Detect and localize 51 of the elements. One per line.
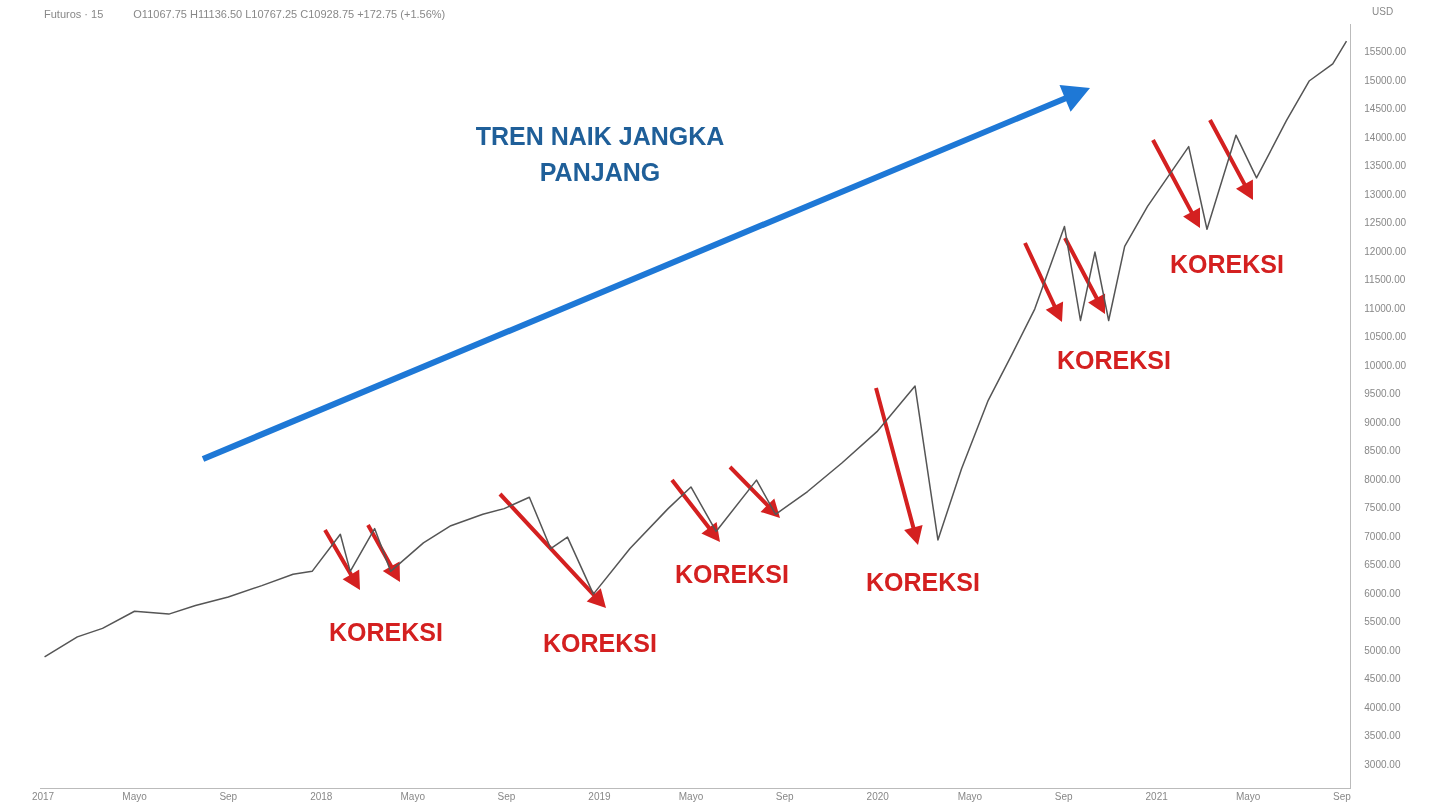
- x-tick-label: Sep: [775, 790, 795, 802]
- y-tick-label: 6000.00: [1364, 587, 1401, 599]
- x-tick-label: Sep: [1333, 790, 1352, 802]
- x-tick-label: 2020: [866, 790, 890, 802]
- y-tick-label: 8500.00: [1364, 445, 1401, 457]
- y-tick-label: 11000.00: [1364, 302, 1406, 314]
- y-tick-label: 12500.00: [1364, 217, 1407, 229]
- y-tick-label: 13500.00: [1364, 160, 1407, 172]
- x-tick-label: Mayo: [122, 790, 148, 802]
- y-tick-label: 5500.00: [1364, 616, 1401, 628]
- y-tick-label: 10500.00: [1364, 331, 1407, 343]
- y-tick-label: 8000.00: [1364, 473, 1401, 485]
- y-tick-label: 7500.00: [1364, 502, 1401, 514]
- y-tick-label: 5000.00: [1364, 644, 1401, 656]
- y-tick-label: 4000.00: [1364, 701, 1401, 713]
- annotation: KOREKSI: [1057, 345, 1171, 376]
- y-tick-label: 9000.00: [1364, 416, 1401, 428]
- y-tick-label: 3500.00: [1364, 730, 1401, 742]
- y-tick-label: 14000.00: [1364, 131, 1407, 143]
- x-tick-label: 2017: [31, 790, 55, 802]
- y-axis-title: USD: [1372, 6, 1394, 17]
- x-tick-label: Mayo: [400, 790, 426, 802]
- x-tick-label: 2018: [310, 790, 333, 802]
- x-tick-label: Mayo: [1235, 790, 1261, 802]
- x-tick-label: Sep: [497, 790, 516, 802]
- chart-subtitle: O11067.75 H11136.50 L10767.25 C10928.75 +172.75 (+1.56%): [133, 8, 446, 20]
- x-tick-label: 2021: [1145, 790, 1169, 802]
- y-tick-label: 14500.00: [1364, 103, 1407, 115]
- y-tick-label: 6500.00: [1364, 559, 1401, 571]
- y-tick-label: 15000.00: [1364, 74, 1407, 86]
- chart-title: Futuros · 15: [44, 8, 104, 20]
- y-tick-label: 9500.00: [1364, 388, 1401, 400]
- x-tick-label: Mayo: [957, 790, 983, 802]
- x-tick-label: Sep: [219, 790, 238, 802]
- x-tick-label: 2019: [588, 790, 612, 802]
- y-tick-label: 3000.00: [1364, 758, 1401, 770]
- annotation: KOREKSI: [329, 617, 443, 648]
- annotation: KOREKSI: [1170, 249, 1284, 280]
- annotation: KOREKSI: [866, 567, 980, 598]
- annotation: TREN NAIK JANGKA PANJANG: [474, 121, 726, 188]
- x-tick-label: Sep: [1054, 790, 1074, 802]
- y-tick-label: 7000.00: [1364, 530, 1401, 542]
- y-tick-label: 13000.00: [1364, 188, 1407, 200]
- y-tick-label: 4500.00: [1364, 673, 1401, 685]
- annotation: KOREKSI: [675, 559, 789, 590]
- annotation: KOREKSI: [543, 628, 657, 659]
- y-tick-label: 15500.00: [1364, 46, 1407, 58]
- y-tick-label: 10000.00: [1364, 359, 1407, 371]
- y-tick-label: 12000.00: [1364, 245, 1407, 257]
- x-tick-label: Mayo: [678, 790, 704, 802]
- y-tick-label: 11500.00: [1364, 274, 1406, 286]
